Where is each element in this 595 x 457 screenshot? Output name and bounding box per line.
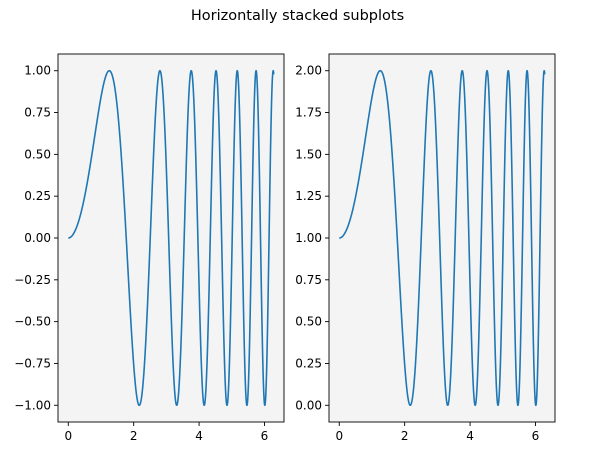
right-series-line (338, 69, 546, 407)
left-xtick-label: 4 (195, 429, 203, 443)
left-ytick-label: 0.00 (24, 231, 51, 245)
right-ytick-label: 1.50 (295, 147, 322, 161)
right-xtick-label: 6 (532, 429, 540, 443)
right-ytick-label: 0.00 (295, 398, 322, 412)
left-series-line (67, 69, 275, 407)
left-subplot: 0 2 4 6 −1.00 −0.75 −0.50 −0.25 0.00 0.25 0.50 0.75… (14, 53, 285, 443)
left-ytick-label: 0.50 (24, 147, 51, 161)
right-xtick-label: 4 (466, 429, 474, 443)
left-ytick-label: −0.75 (14, 356, 51, 370)
left-xtick-label: 6 (261, 429, 269, 443)
right-xtick-label: 2 (401, 429, 409, 443)
right-ytick-label: 0.75 (295, 273, 322, 287)
left-ytick-label: −0.50 (14, 315, 51, 329)
left-ytick-label: 0.75 (24, 106, 51, 120)
figure-suptitle: Horizontally stacked subplots (191, 8, 404, 24)
right-axes-background (329, 54, 555, 422)
right-subplot: 0 2 4 6 0.00 0.25 0.50 0.75 1.00 1.25 1.50 1.75 2.00 (295, 53, 556, 443)
left-ytick-label: −0.25 (14, 273, 51, 287)
right-ytick-label: 0.50 (295, 315, 322, 329)
left-axes-background (58, 54, 284, 422)
right-xtick-label: 0 (335, 429, 343, 443)
left-ytick-label: 1.00 (24, 64, 51, 78)
right-ytick-label: 2.00 (295, 64, 322, 78)
left-ytick-label: −1.00 (14, 398, 51, 412)
right-ytick-label: 1.00 (295, 231, 322, 245)
right-ytick-label: 1.75 (295, 106, 322, 120)
left-xtick-label: 2 (130, 429, 138, 443)
left-ytick-label: 0.25 (24, 189, 51, 203)
left-xtick-label: 0 (64, 429, 72, 443)
right-ytick-label: 1.25 (295, 189, 322, 203)
right-ytick-label: 0.25 (295, 356, 322, 370)
